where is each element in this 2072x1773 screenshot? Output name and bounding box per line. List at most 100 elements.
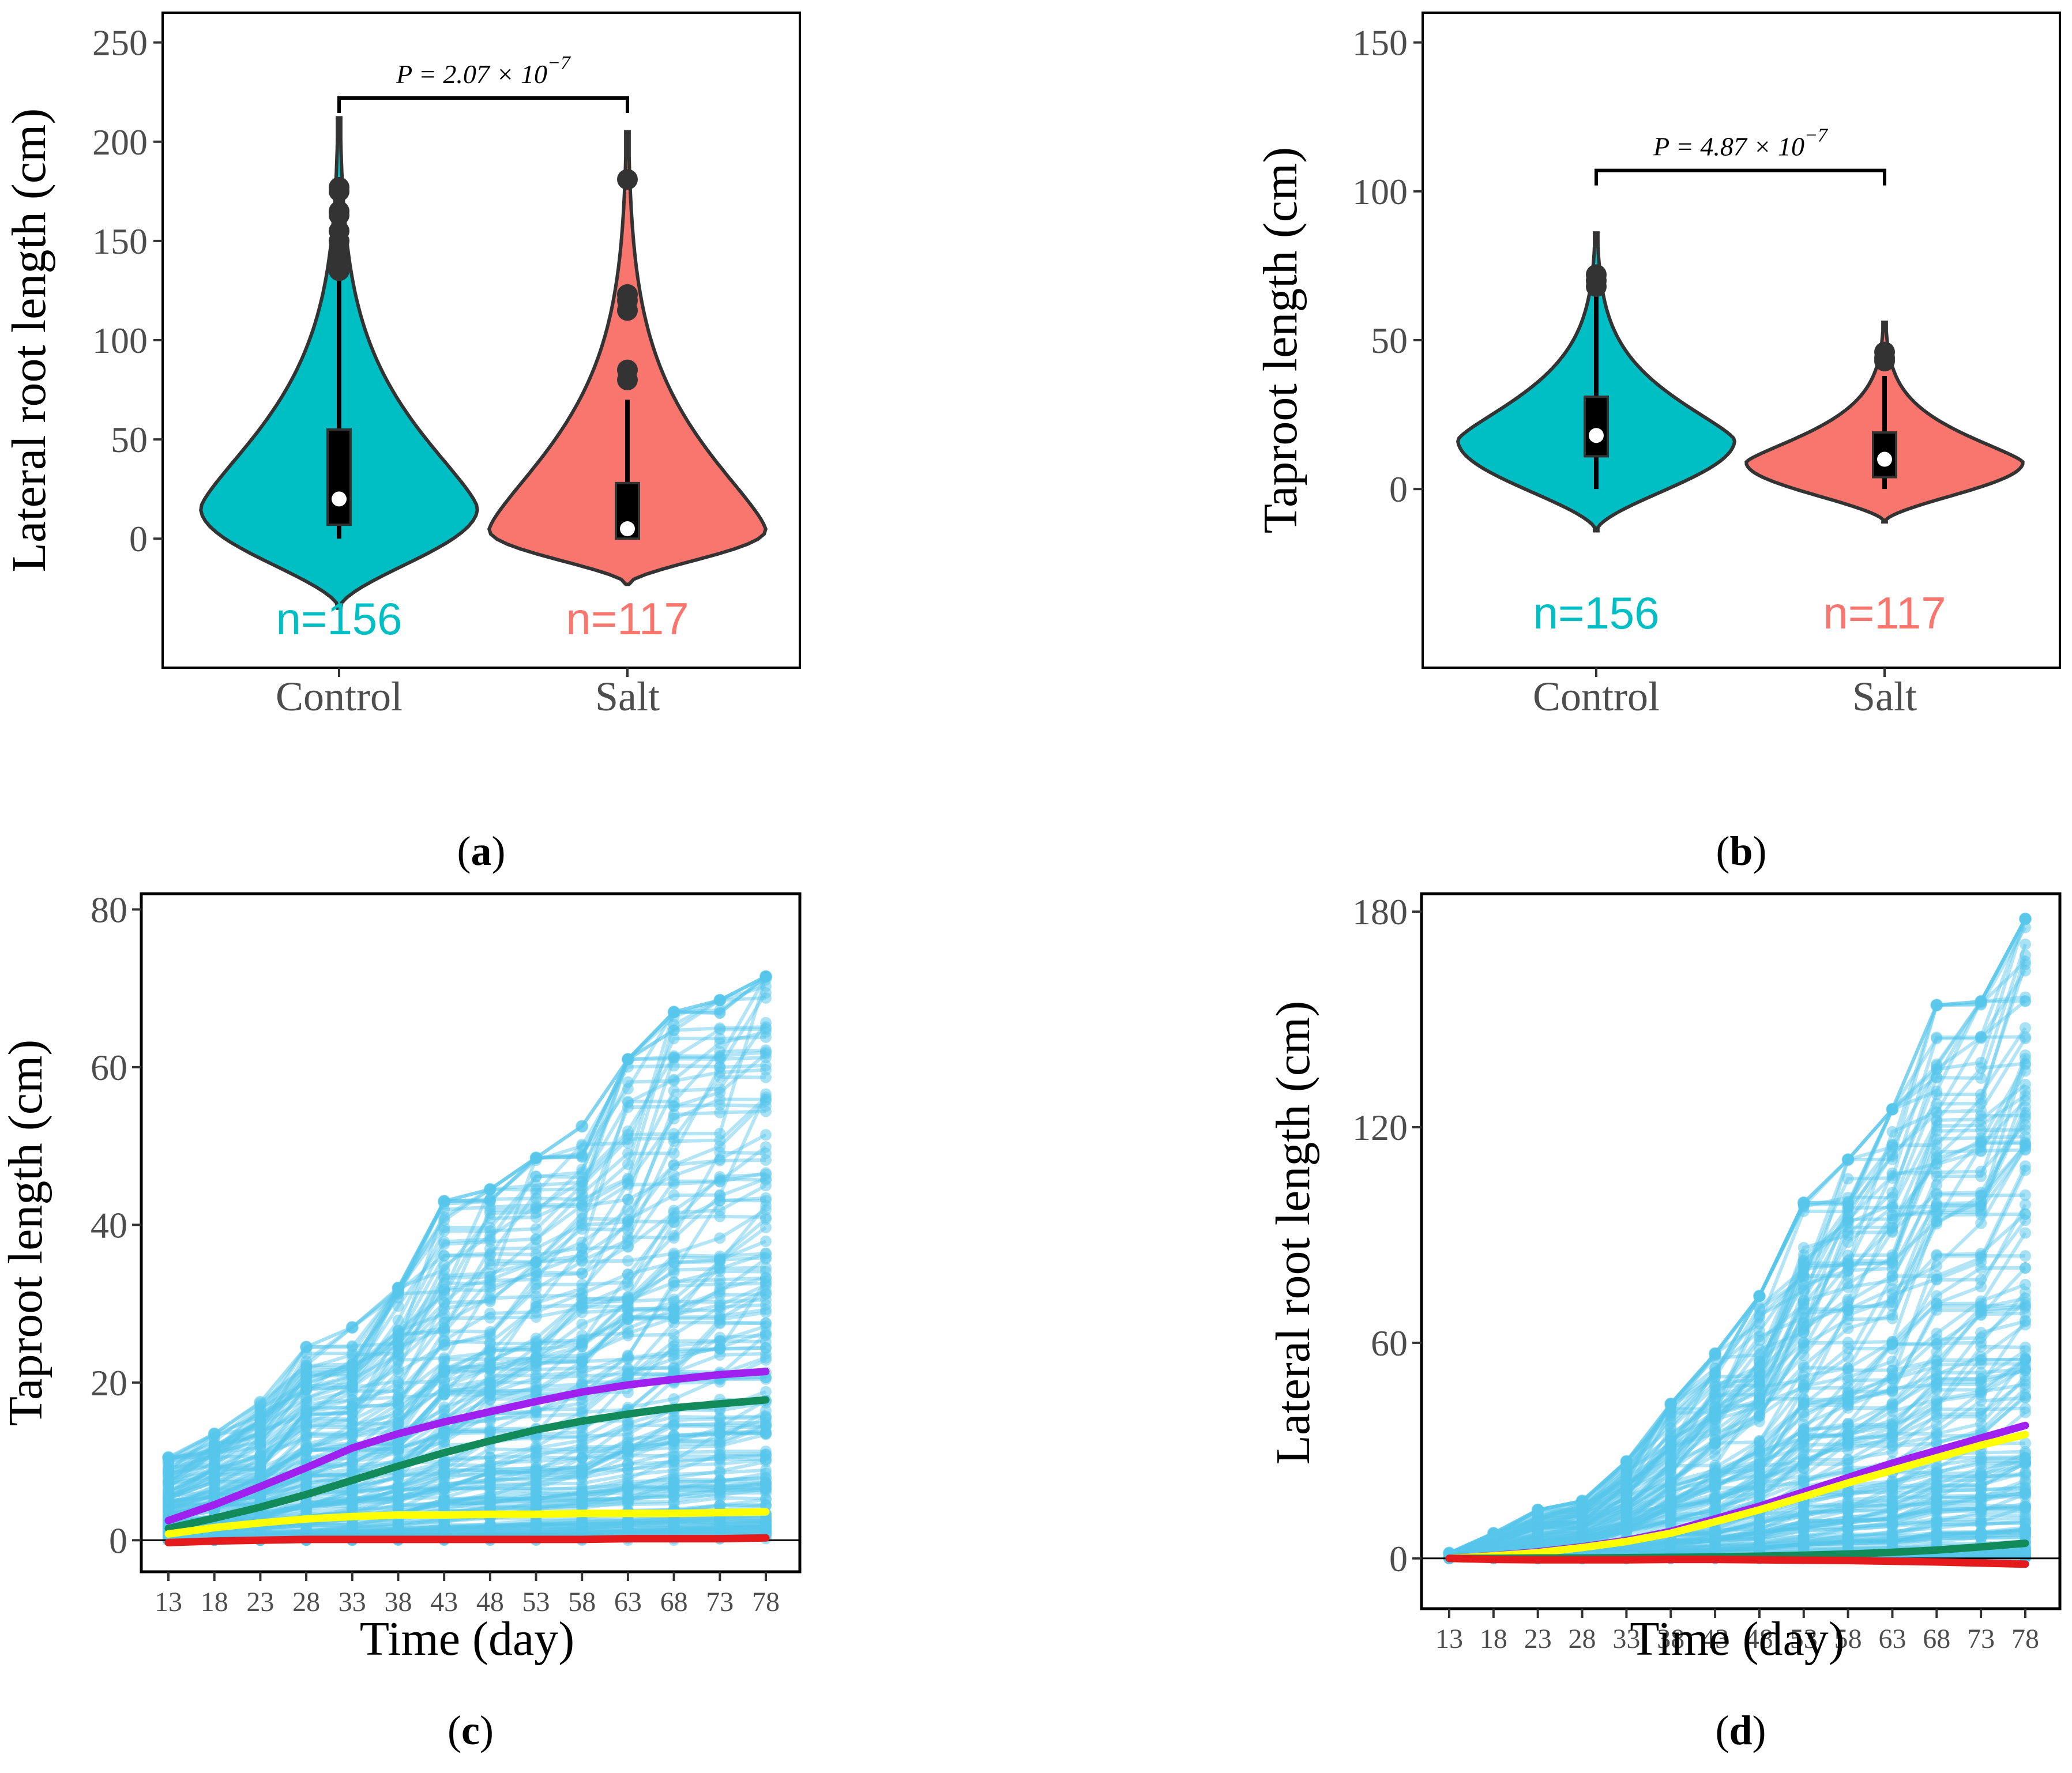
median-point (1877, 451, 1892, 467)
individual-point (484, 1480, 496, 1492)
y-axis-title: Taproot length (cm) (1254, 147, 1307, 534)
individual-point (1798, 1445, 1810, 1457)
individual-point (1931, 1098, 1943, 1110)
individual-point (2020, 1296, 2031, 1308)
individual-line (168, 1452, 766, 1531)
individual-point (1886, 1102, 1899, 1116)
individual-point (1975, 1072, 1987, 1084)
individual-line (168, 1516, 766, 1539)
individual-point (1753, 1398, 1765, 1410)
individual-line (1449, 1070, 2027, 1556)
individual-point (1841, 1153, 1855, 1166)
individual-point (668, 1113, 680, 1125)
individual-point (2020, 1406, 2031, 1418)
individual-line (167, 1027, 766, 1483)
individual-point (2020, 1227, 2031, 1239)
individual-point (438, 1283, 450, 1296)
individual-point (760, 1252, 772, 1264)
individual-point (1931, 1529, 1943, 1541)
individual-point (622, 1291, 634, 1303)
individual-point (483, 1183, 497, 1196)
individual-point (1709, 1389, 1721, 1401)
individual-line (168, 1282, 766, 1503)
individual-point (714, 1007, 726, 1019)
individual-point (760, 1317, 772, 1329)
individual-point (530, 1223, 542, 1235)
individual-point (576, 1356, 588, 1368)
individual-point (760, 1428, 772, 1440)
individual-point (1931, 1327, 1943, 1339)
individual-point (484, 1285, 496, 1297)
y-tick-label: 40 (91, 1204, 127, 1245)
individual-point (714, 1289, 726, 1301)
individual-line (1449, 1203, 2027, 1558)
individual-point (1886, 1249, 1898, 1261)
plot-body (141, 970, 800, 1546)
individual-point (668, 1301, 680, 1313)
individual-point (300, 1501, 313, 1513)
individual-line (167, 1269, 766, 1505)
y-axis-title: Taproot length (cm) (0, 1040, 52, 1426)
individual-point (1798, 1254, 1810, 1266)
individual-point (668, 1266, 680, 1278)
individual-line (168, 976, 768, 1466)
individual-point (760, 1386, 772, 1398)
y-tick-label: 120 (1352, 1107, 1408, 1148)
individual-point (1931, 1384, 1943, 1396)
individual-point (1931, 1297, 1943, 1309)
individual-point (1487, 1527, 1500, 1540)
individual-point (760, 1192, 772, 1204)
individual-line (1449, 1311, 2026, 1559)
individual-point (1709, 1368, 1721, 1380)
individual-point (438, 1404, 450, 1416)
individual-point (1575, 1495, 1589, 1508)
individual-line (1449, 1345, 2026, 1559)
individual-point (163, 1504, 174, 1516)
individual-point (714, 1254, 726, 1266)
individual-point (668, 1132, 680, 1144)
x-tick-label: 58 (568, 1587, 596, 1617)
outlier-point (329, 201, 349, 222)
individual-point (530, 1405, 542, 1417)
individual-line (168, 1518, 766, 1539)
median-point (620, 521, 635, 537)
individual-point (576, 1465, 588, 1477)
individual-point (1886, 1364, 1898, 1376)
individual-point (760, 1499, 772, 1511)
individual-point (760, 1262, 772, 1274)
individual-point (208, 1475, 220, 1488)
individual-point (438, 1429, 450, 1441)
individual-line (168, 1100, 768, 1476)
individual-point (622, 1240, 634, 1252)
individual-line (168, 1517, 766, 1539)
p-value-annotation: P = 2.07 × 10−7 (396, 52, 571, 89)
individual-point (1753, 1473, 1765, 1485)
individual-point (1886, 1153, 1898, 1165)
individual-line (1449, 1319, 2026, 1559)
individual-point (1709, 1380, 1721, 1392)
individual-point (300, 1432, 313, 1444)
individual-line (167, 992, 768, 1462)
individual-point (2019, 912, 2032, 925)
individual-line (1449, 1357, 2026, 1559)
individual-line (1449, 1213, 2027, 1558)
individual-point (300, 1384, 313, 1396)
individual-line (1448, 927, 2027, 1555)
individual-point (484, 1337, 496, 1349)
panel-letter: a (471, 828, 492, 874)
individual-point (576, 1486, 588, 1499)
individual-point (1975, 1480, 1987, 1492)
individual-line (1449, 1064, 2027, 1556)
individual-point (1709, 1468, 1721, 1480)
individual-point (2020, 1124, 2031, 1136)
individual-line (167, 1177, 766, 1493)
individual-point (392, 1418, 404, 1431)
individual-point (529, 1151, 543, 1165)
box-iqr (326, 428, 352, 526)
individual-line (1449, 1358, 2026, 1559)
individual-line (168, 1035, 766, 1475)
individual-point (668, 1524, 680, 1536)
individual-line (1449, 1296, 2026, 1559)
individual-point (576, 1397, 588, 1409)
y-tick-label: 0 (109, 1520, 127, 1561)
